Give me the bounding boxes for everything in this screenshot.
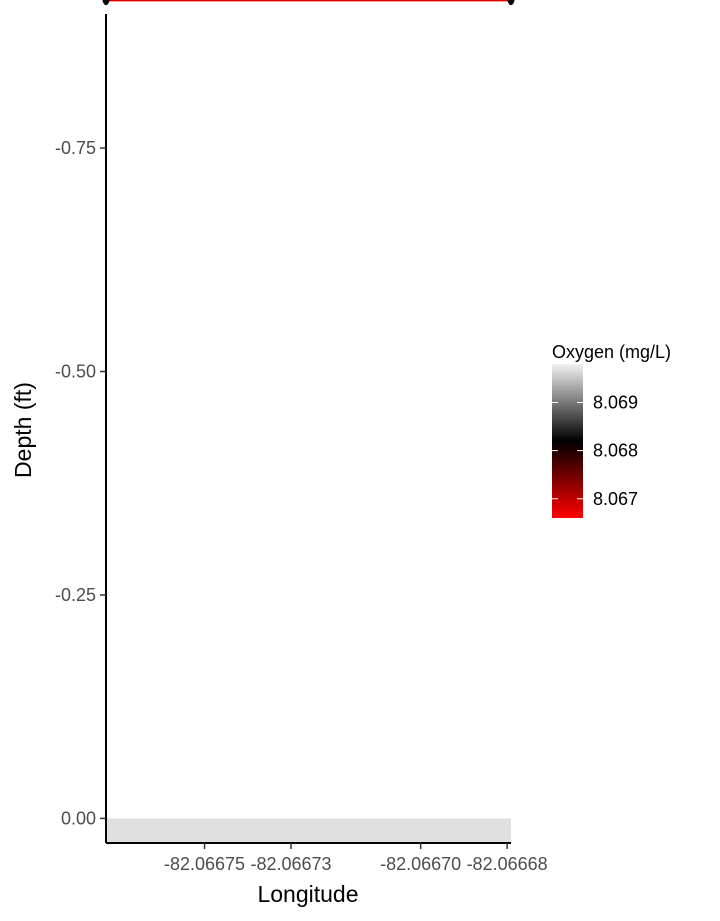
- series-group: [102, 0, 515, 6]
- x-axis-title: Longitude: [257, 881, 358, 907]
- y-axis-title: Depth (ft): [10, 382, 36, 478]
- colorbar-tick-label: 8.067: [593, 489, 638, 509]
- colorbar-title: Oxygen (mg/L): [552, 342, 671, 362]
- x-tick-label: -82.06670: [380, 854, 461, 874]
- x-tick-label: -82.06675: [164, 854, 245, 874]
- y-tick-label: 0.00: [61, 808, 96, 828]
- colorbar-gradient: [552, 364, 583, 518]
- y-ticks: 0.00 -0.25 -0.50 -0.75: [55, 138, 106, 828]
- y-tick-label: -0.25: [55, 585, 96, 605]
- plot-panel: [102, 0, 515, 843]
- y-tick-label: -0.50: [55, 362, 96, 382]
- axes: -82.06675 -82.06673 -82.06670 -82.06668 0.0…: [55, 14, 548, 874]
- colorbar-legend: Oxygen (mg/L) 8.067 8.068 8.069: [552, 342, 671, 518]
- colorbar-tick-label: 8.068: [593, 441, 638, 461]
- colorbar-ticks: 8.067 8.068 8.069: [552, 393, 638, 509]
- series-point: [102, 0, 110, 6]
- x-tick-label: -82.06673: [250, 854, 331, 874]
- colorbar-tick-label: 8.069: [593, 393, 638, 413]
- series-point: [507, 0, 515, 6]
- surface-band: [106, 818, 511, 843]
- x-tick-label: -82.06668: [467, 854, 548, 874]
- x-ticks: -82.06675 -82.06673 -82.06670 -82.06668: [164, 843, 548, 874]
- y-tick-label: -0.75: [55, 138, 96, 158]
